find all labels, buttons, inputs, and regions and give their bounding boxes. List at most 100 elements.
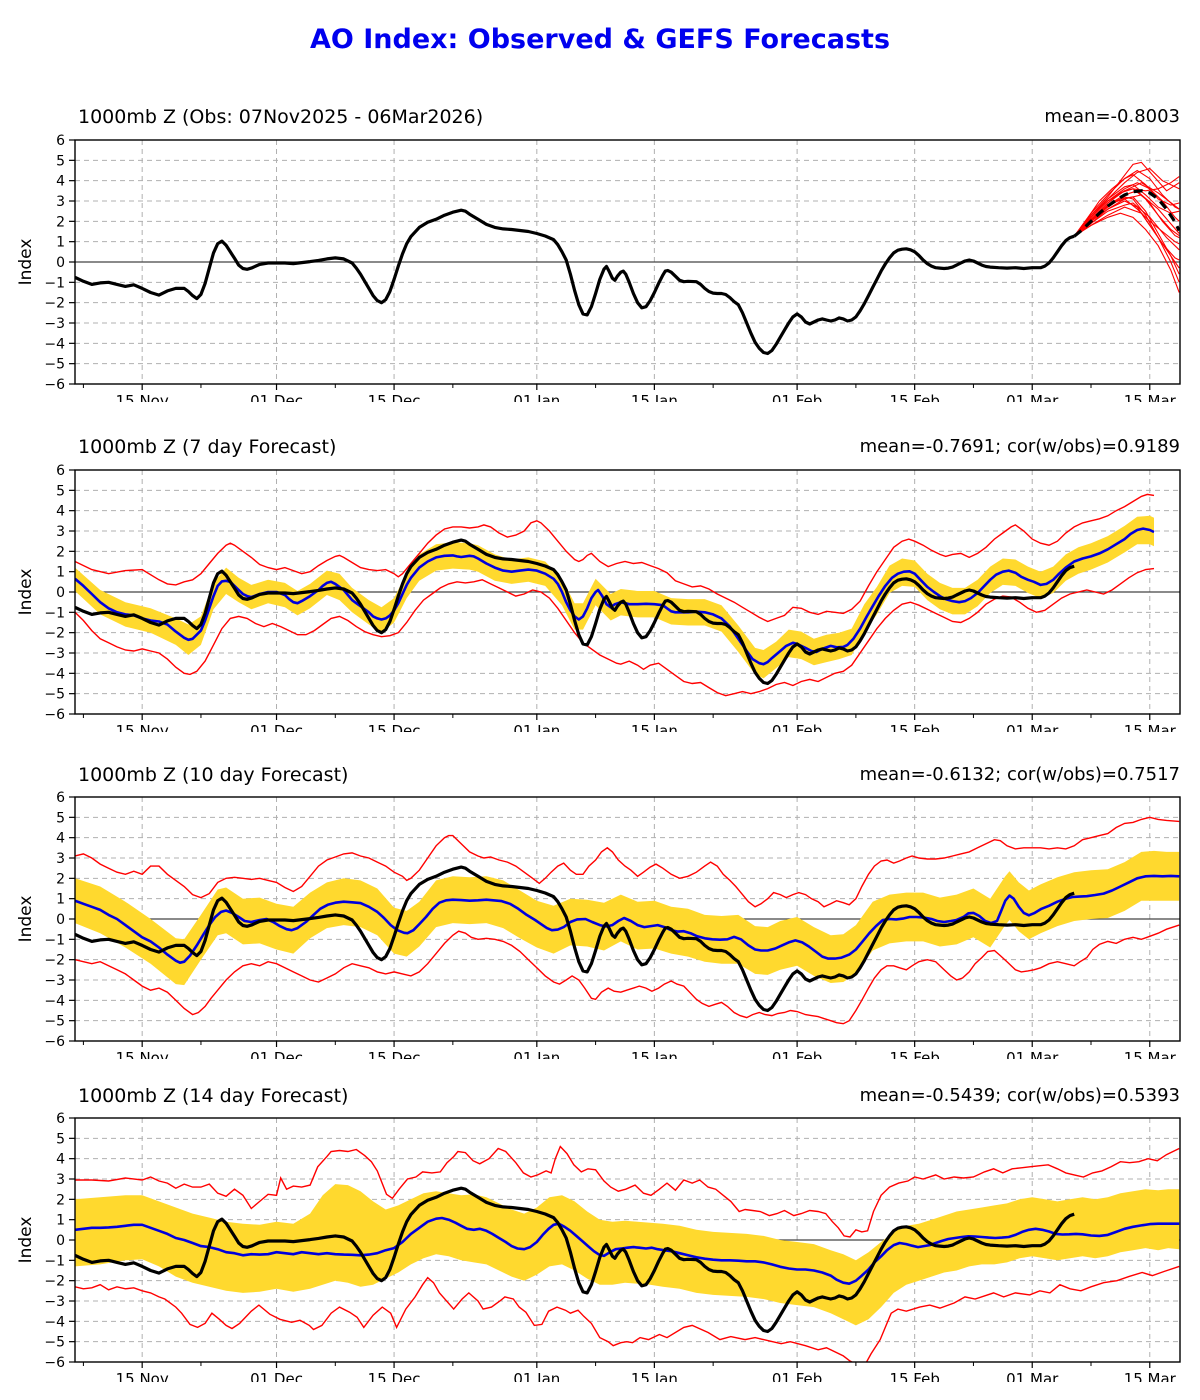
x-tick-label: 15 Feb bbox=[889, 722, 939, 732]
series-obs bbox=[75, 161, 1180, 356]
x-tick-label: 01 Feb bbox=[772, 1370, 822, 1382]
observed-line bbox=[75, 538, 1075, 686]
x-tick-label: 01 Jan bbox=[513, 1370, 560, 1382]
y-tick-label: −4 bbox=[44, 993, 65, 1009]
observed-line bbox=[75, 865, 1075, 1013]
x-tick-label: 15 Dec bbox=[368, 392, 421, 402]
y-tick-label: −6 bbox=[44, 707, 65, 723]
y-tick-label: −4 bbox=[44, 336, 65, 352]
x-tick-label: 15 Jan bbox=[631, 722, 678, 732]
y-tick-label: −6 bbox=[44, 1355, 65, 1371]
series-f10 bbox=[75, 816, 1180, 1025]
y-tick-label: 3 bbox=[56, 524, 65, 540]
x-tick-label: 15 Mar bbox=[1124, 392, 1177, 402]
x-tick-label: 01 Feb bbox=[772, 722, 822, 732]
x-tick-label: 15 Jan bbox=[631, 392, 678, 402]
envelope-min bbox=[75, 1265, 1180, 1362]
y-tick-label: 6 bbox=[56, 790, 65, 806]
ensemble-member bbox=[1073, 176, 1180, 237]
axes-obs: 15 Nov 01 Dec 15 Dec 01 Jan 15 Jan 01 Feb 15 F… bbox=[44, 133, 1181, 402]
panel-14day-title: 1000mb Z (14 day Forecast) bbox=[78, 1085, 349, 1107]
y-tick-label: −2 bbox=[44, 1274, 65, 1290]
y-tick-label: −1 bbox=[44, 605, 65, 621]
y-tick-label: 5 bbox=[56, 153, 65, 169]
y-tick-label: −4 bbox=[44, 666, 65, 682]
y-tick-label: −6 bbox=[44, 377, 65, 393]
forecast-14day-chart: 15 Nov 01 Dec 15 Dec 01 Jan 15 Jan 01 Feb 15 F… bbox=[44, 1111, 1181, 1382]
axes-f14: 15 Nov 01 Dec 15 Dec 01 Jan 15 Jan 01 Feb 15 F… bbox=[44, 1111, 1181, 1382]
ensemble-member bbox=[1073, 184, 1180, 237]
y-tick-label: 4 bbox=[56, 504, 65, 520]
axes-f7: 15 Nov 01 Dec 15 Dec 01 Jan 15 Jan 01 Feb 15 F… bbox=[44, 463, 1181, 732]
panel-14day-header: 1000mb Z (14 day Forecast) mean=-0.5439;… bbox=[0, 1085, 1200, 1109]
y-tick-label: 2 bbox=[56, 871, 65, 887]
x-tick-label: 15 Nov bbox=[116, 722, 169, 732]
x-tick-label: 15 Dec bbox=[368, 1049, 421, 1059]
ensemble-member bbox=[1073, 198, 1180, 245]
y-tick-label: 5 bbox=[56, 1131, 65, 1147]
y-tick-label: −1 bbox=[44, 932, 65, 948]
ensemble-member bbox=[1073, 161, 1180, 237]
x-tick-label: 15 Jan bbox=[631, 1049, 678, 1059]
envelope-min bbox=[75, 567, 1155, 697]
y-tick-label: 0 bbox=[56, 585, 65, 601]
x-tick-label: 01 Feb bbox=[772, 392, 822, 402]
x-tick-label: 15 Nov bbox=[116, 1049, 169, 1059]
envelope-min bbox=[75, 924, 1180, 1025]
ensemble-member bbox=[1073, 196, 1180, 275]
y-tick-label: 6 bbox=[56, 133, 65, 149]
y-tick-label: −3 bbox=[44, 646, 65, 662]
x-tick-label: 01 Dec bbox=[250, 1049, 303, 1059]
x-tick-label: 01 Jan bbox=[513, 392, 560, 402]
y-tick-label: 6 bbox=[56, 463, 65, 479]
y-tick-label: 1 bbox=[56, 1213, 65, 1229]
y-tick-label: −1 bbox=[44, 1253, 65, 1269]
y-tick-label: 1 bbox=[56, 235, 65, 251]
y-tick-label: 0 bbox=[56, 1233, 65, 1249]
x-tick-label: 01 Dec bbox=[250, 392, 303, 402]
x-tick-label: 15 Dec bbox=[368, 1370, 421, 1382]
y-tick-label: −5 bbox=[44, 357, 65, 373]
x-tick-label: 01 Jan bbox=[513, 1049, 560, 1059]
panel-14day-stats: mean=-0.5439; cor(w/obs)=0.5393 bbox=[859, 1085, 1180, 1106]
x-tick-label: 01 Dec bbox=[250, 722, 303, 732]
panel-10day-title: 1000mb Z (10 day Forecast) bbox=[78, 764, 349, 786]
panel-7day-title: 1000mb Z (7 day Forecast) bbox=[78, 436, 337, 458]
y-tick-label: 4 bbox=[56, 1152, 65, 1168]
envelope-max bbox=[75, 816, 1180, 908]
panel-10day-stats: mean=-0.6132; cor(w/obs)=0.7517 bbox=[859, 764, 1180, 785]
y-tick-label: −3 bbox=[44, 973, 65, 989]
y-tick-label: 5 bbox=[56, 483, 65, 499]
y-tick-label: −2 bbox=[44, 953, 65, 969]
y-tick-label: −5 bbox=[44, 1335, 65, 1351]
axes-f10: 15 Nov 01 Dec 15 Dec 01 Jan 15 Jan 01 Feb 15 F… bbox=[44, 790, 1181, 1059]
y-tick-label: 6 bbox=[56, 1111, 65, 1127]
x-tick-label: 15 Feb bbox=[889, 1370, 939, 1382]
x-tick-label: 15 Nov bbox=[116, 392, 169, 402]
y-tick-label: −5 bbox=[44, 687, 65, 703]
ensemble-member bbox=[1073, 173, 1180, 237]
envelope-max bbox=[75, 493, 1155, 623]
y-tick-label: −2 bbox=[44, 296, 65, 312]
y-tick-label: 1 bbox=[56, 565, 65, 581]
panel-obs-title: 1000mb Z (Obs: 07Nov2025 - 06Mar2026) bbox=[78, 106, 484, 128]
envelope-max bbox=[75, 1145, 1180, 1238]
observed-line bbox=[75, 1186, 1075, 1334]
y-tick-label: 2 bbox=[56, 214, 65, 230]
y-tick-label: −3 bbox=[44, 316, 65, 332]
x-tick-label: 15 Mar bbox=[1124, 1049, 1177, 1059]
panel-10day-header: 1000mb Z (10 day Forecast) mean=-0.6132;… bbox=[0, 764, 1200, 788]
y-tick-label: −6 bbox=[44, 1034, 65, 1050]
panel-7day-stats: mean=-0.7691; cor(w/obs)=0.9189 bbox=[859, 436, 1180, 457]
panel-obs-header: 1000mb Z (Obs: 07Nov2025 - 06Mar2026) me… bbox=[0, 106, 1200, 130]
panel-obs-stats: mean=-0.8003 bbox=[1044, 106, 1180, 127]
x-tick-label: 01 Mar bbox=[1006, 392, 1059, 402]
series-f14 bbox=[75, 1145, 1180, 1362]
forecast-10day-chart: 15 Nov 01 Dec 15 Dec 01 Jan 15 Jan 01 Feb 15 F… bbox=[44, 790, 1181, 1059]
y-tick-label: 1 bbox=[56, 892, 65, 908]
y-tick-label: 2 bbox=[56, 1192, 65, 1208]
x-tick-label: 15 Jan bbox=[631, 1370, 678, 1382]
ensemble-member bbox=[1073, 169, 1180, 237]
y-tick-label: −1 bbox=[44, 275, 65, 291]
